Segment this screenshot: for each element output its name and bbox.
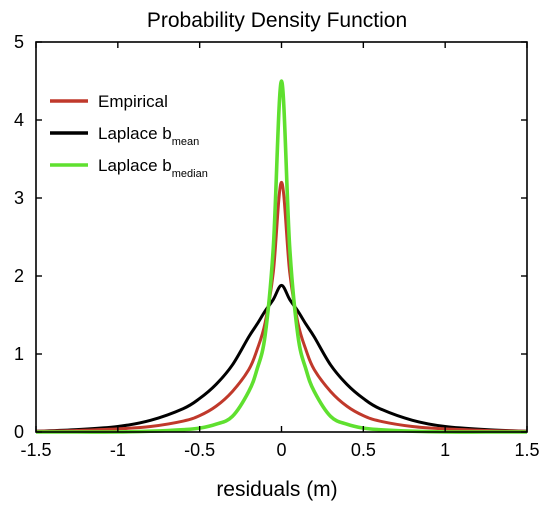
series-line-2 — [35, 79, 527, 434]
y-tick-label: 1 — [14, 344, 24, 364]
legend-label-main: Empirical — [98, 92, 168, 111]
x-axis-label: residuals (m) — [216, 478, 337, 501]
axes: -1.5 -1 -0.5 0 0.5 1 1.5 0 1 2 3 4 5 — [14, 32, 540, 460]
legend-label-main: Laplace b — [98, 124, 172, 143]
legend-label: Laplace bmean — [98, 124, 199, 148]
x-tick-label: 1 — [440, 440, 450, 460]
legend-label-main: Laplace b — [98, 156, 172, 175]
plot-area — [35, 79, 528, 434]
legend-label: Empirical — [98, 92, 168, 111]
series-line-0 — [35, 180, 528, 433]
y-tick-label: 2 — [14, 266, 24, 286]
x-tick-label: 0.5 — [351, 440, 376, 460]
y-tick-label: 5 — [14, 32, 24, 52]
x-tick-label: -1 — [110, 440, 126, 460]
legend-label: Laplace bmedian — [98, 156, 208, 180]
y-tick-label: 4 — [14, 110, 24, 130]
y-tick-label: 3 — [14, 188, 24, 208]
legend-label-subscript: median — [172, 168, 208, 180]
x-tick-label: -1.5 — [20, 440, 51, 460]
x-tick-label: 0 — [276, 440, 286, 460]
chart-title: Probability Density Function — [147, 9, 407, 32]
legend-label-subscript: mean — [172, 136, 200, 148]
x-tick-label: 1.5 — [514, 440, 539, 460]
series-line-1 — [35, 283, 528, 433]
x-tick-label: -0.5 — [184, 440, 215, 460]
y-tick-label: 0 — [14, 422, 24, 442]
